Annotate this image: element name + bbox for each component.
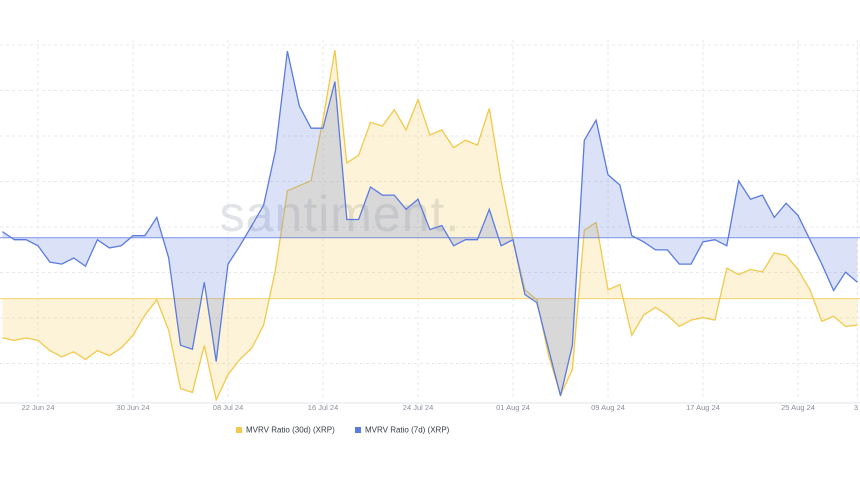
x-tick-label: 09 Aug 24 bbox=[591, 403, 625, 412]
x-tick-label: 25 Aug 24 bbox=[781, 403, 815, 412]
x-tick-label: 24 Jul 24 bbox=[403, 403, 433, 412]
area-fill bbox=[2, 50, 858, 400]
x-tick-label: 08 Jul 24 bbox=[213, 403, 243, 412]
x-tick-label: 30 Jun 24 bbox=[117, 403, 150, 412]
legend-swatch bbox=[236, 427, 242, 433]
legend-swatch bbox=[355, 427, 361, 433]
legend-label: MVRV Ratio (30d) (XRP) bbox=[246, 426, 335, 435]
x-tick-label: 22 Jun 24 bbox=[22, 403, 55, 412]
x-tick-label: 16 Jul 24 bbox=[308, 403, 338, 412]
area-fill bbox=[2, 51, 858, 396]
watermark: santiment. bbox=[220, 186, 461, 242]
series-line bbox=[2, 50, 858, 397]
x-tick-label: 01 Aug 24 bbox=[496, 403, 530, 412]
legend-label: MVRV Ratio (7d) (XRP) bbox=[365, 426, 450, 435]
x-tick-label: 3 bbox=[854, 403, 858, 412]
series-line bbox=[2, 49, 858, 403]
x-tick-label: 17 Aug 24 bbox=[686, 403, 720, 412]
